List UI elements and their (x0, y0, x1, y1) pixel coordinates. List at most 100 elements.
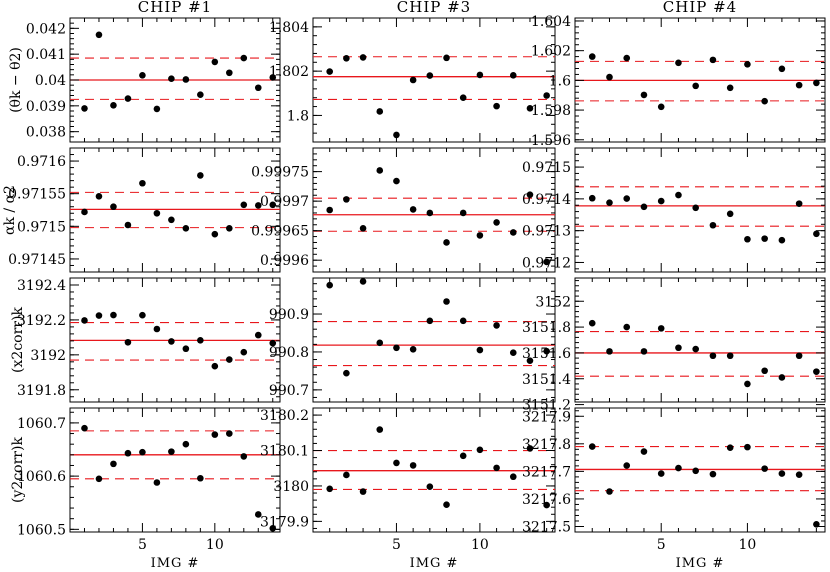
column-title-1: CHIP #1 (138, 0, 212, 16)
data-point (675, 344, 682, 352)
y-tick-label: 990.9 (269, 307, 309, 323)
y-tick-label: 0.9997 (260, 194, 309, 210)
panel-frame (312, 17, 556, 143)
data-point (409, 462, 417, 469)
data-point (692, 345, 699, 353)
y-tick-label: 0.9715 (522, 160, 571, 176)
data-point (343, 369, 350, 377)
data-point (153, 325, 161, 333)
y-tick-label: 3192.4 (17, 278, 66, 294)
data-point (813, 520, 820, 528)
x-tick-label: 5 (138, 537, 147, 553)
data-point (778, 236, 786, 244)
data-point (778, 65, 786, 73)
data-point (81, 105, 88, 112)
y-tick-label: 0.99975 (251, 165, 309, 181)
y-tick-label: 3179.9 (260, 514, 309, 530)
x-axis-label-3: IMG # (676, 556, 725, 571)
data-point (95, 192, 103, 200)
data-point (326, 281, 333, 289)
data-point (110, 460, 117, 468)
y-tick-label: 1.802 (269, 64, 309, 80)
data-point (778, 374, 786, 381)
data-point (744, 380, 751, 388)
panel-frame (312, 277, 556, 403)
data-point (543, 92, 550, 99)
data-point (110, 311, 117, 319)
data-point (726, 210, 734, 218)
y-tick-label: 3217.7 (522, 464, 571, 480)
y-tick-label: 0.9716 (17, 154, 66, 170)
data-point (409, 76, 417, 84)
data-point (543, 258, 550, 266)
data-point (153, 105, 161, 113)
y-tick-label: 3180 (273, 479, 309, 495)
data-point (476, 446, 484, 454)
x-tick-label: 10 (206, 537, 224, 553)
data-point (606, 199, 613, 206)
x-axis-label-2: IMG # (410, 556, 459, 571)
y-tick-label: 0.97145 (8, 252, 66, 268)
data-point (509, 229, 517, 236)
data-point (168, 338, 175, 345)
data-point (168, 75, 175, 83)
data-point (426, 209, 434, 217)
data-point (657, 470, 665, 477)
data-point (526, 357, 534, 364)
data-point (182, 440, 190, 448)
data-point (476, 346, 484, 354)
data-point (476, 232, 484, 239)
data-point (795, 352, 803, 360)
y-tick-label: 3151.8 (522, 320, 571, 336)
data-point (459, 452, 467, 460)
y-axis-label-3: (x2corr)k (10, 307, 26, 373)
data-point (509, 473, 517, 481)
data-point (588, 53, 596, 60)
data-point (606, 73, 613, 81)
y-tick-label: 0.038 (26, 125, 66, 141)
panel-3-4: 3217.5 3217.6 3217.7 3217.8 3217.9 5 10 (522, 407, 826, 553)
y-tick-label: 3151.4 (522, 372, 571, 388)
y-tick-label: 1.6 (549, 73, 571, 89)
data-point (426, 317, 434, 325)
data-point (139, 311, 146, 319)
data-point (623, 54, 631, 62)
y-axis-label-4: (y2corr)k (10, 437, 26, 503)
y-tick-label: 1.602 (531, 44, 571, 60)
data-point (197, 91, 204, 99)
data-point (168, 216, 175, 224)
y-tick-label: 0.039 (26, 99, 66, 115)
data-point (182, 76, 190, 83)
data-point (254, 84, 262, 92)
x-axis-label-1: IMG # (151, 556, 200, 571)
data-point (675, 191, 682, 199)
data-point (226, 224, 233, 232)
panel-1-4: 1060.5 1060.6 1060.7 5 10 (17, 407, 281, 553)
data-point (709, 221, 717, 229)
data-point (359, 225, 367, 232)
data-point (376, 426, 384, 433)
y-tick-label: 0.042 (26, 21, 66, 37)
data-point (343, 55, 350, 62)
data-point (376, 108, 384, 115)
data-point (110, 102, 117, 109)
panel-2-3: 990.7 990.8 990.9 (269, 277, 556, 403)
data-point (211, 362, 219, 370)
data-point (795, 471, 803, 478)
data-point (240, 54, 248, 62)
data-point (588, 319, 596, 327)
data-point (606, 488, 613, 495)
y-tick-label: 1060.7 (17, 416, 66, 432)
x-tick-label: 10 (471, 537, 489, 553)
y-tick-label: 1.804 (269, 20, 309, 36)
data-point (226, 69, 233, 77)
y-tick-label: 0.04 (35, 73, 66, 89)
y-tick-label: 3180.2 (260, 408, 309, 424)
data-point (153, 209, 161, 217)
panel-2-4: 3179.9 3180 3180.1 3180.2 5 10 (260, 407, 556, 553)
data-point (139, 448, 146, 456)
data-point (726, 352, 734, 360)
panel-2-1: 1.8 1.802 1.804 (269, 17, 556, 143)
data-point (657, 197, 665, 205)
data-point (657, 103, 665, 111)
